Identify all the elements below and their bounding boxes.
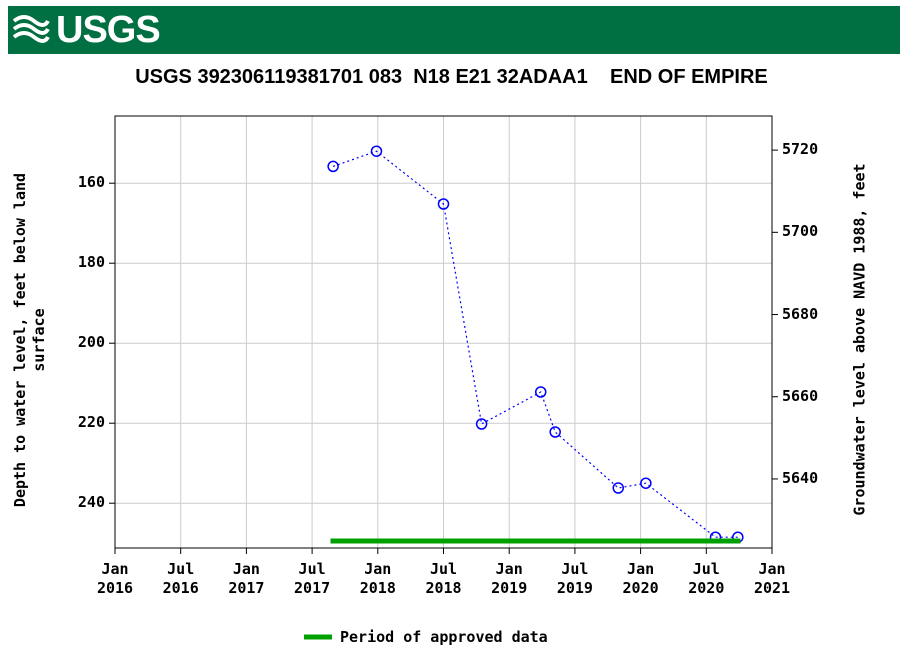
data-point xyxy=(534,386,547,398)
x-tick-label: Jul 2020 xyxy=(688,560,725,597)
x-tick-label: Jul 2019 xyxy=(556,560,593,597)
x-tick-label: Jul 2017 xyxy=(294,560,331,597)
x-tick-label: Jul 2018 xyxy=(425,560,462,597)
legend-label: Period of approved data xyxy=(340,628,548,646)
x-tick-label: Jan 2021 xyxy=(753,560,791,597)
data-point xyxy=(549,426,561,438)
y2-tick-label: 5700 xyxy=(782,222,819,241)
x-tick-label: Jan 2017 xyxy=(228,560,265,597)
data-point xyxy=(370,145,383,157)
y2-tick-label: 5720 xyxy=(782,140,819,159)
chart-title: USGS 392306119381701 083 N18 E21 32ADAA1… xyxy=(135,66,768,88)
data-point xyxy=(327,160,339,173)
y-axis-label: Depth to water level, feet below land su… xyxy=(11,172,48,508)
x-tick-label: Jul 2016 xyxy=(162,560,199,597)
logo-icon xyxy=(12,15,50,43)
y-tick-label: 240 xyxy=(77,493,105,512)
data-point xyxy=(612,482,625,494)
logo-text: USGS xyxy=(56,9,161,51)
y-tick-label: 180 xyxy=(77,253,105,272)
y2-axis-label: Groundwater level above NAVD 1988, feet xyxy=(850,163,869,516)
data-point xyxy=(437,198,450,210)
y2-tick-label: 5660 xyxy=(782,386,819,405)
plot-frame xyxy=(114,115,773,549)
y-tick-label: 220 xyxy=(77,413,105,432)
y-tick-label: 200 xyxy=(77,333,105,352)
x-tick-label: Jan 2018 xyxy=(359,560,396,597)
y2-tick-label: 5640 xyxy=(782,468,819,487)
x-tick-label: Jan 2020 xyxy=(622,560,659,597)
data-point xyxy=(475,418,488,430)
data-point xyxy=(640,477,652,489)
x-tick-label: Jan 2019 xyxy=(491,560,528,597)
data-line xyxy=(332,150,738,538)
header-bar: USGS xyxy=(8,6,900,54)
y2-tick-label: 5680 xyxy=(782,304,819,323)
y-tick-label: 160 xyxy=(77,173,105,192)
x-tick-label: Jan 2016 xyxy=(96,560,134,597)
